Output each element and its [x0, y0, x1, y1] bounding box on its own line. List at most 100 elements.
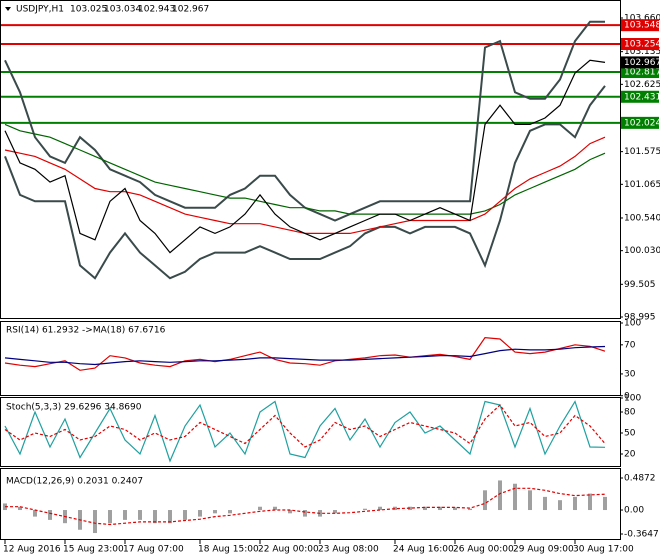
series-line: [4, 123, 606, 215]
histogram-bar: [108, 510, 112, 524]
level-label: 102.024: [624, 118, 660, 128]
histogram-bar: [288, 510, 292, 514]
series-line: [4, 404, 606, 448]
y-tick-label: 20: [624, 450, 636, 460]
y-tick-label: 103.135: [624, 47, 660, 57]
histogram-bar: [528, 490, 532, 511]
level-box: [621, 19, 659, 32]
indicator-header: RSI(14) 61.2932 ->MA(18) 67.6716: [6, 326, 166, 336]
x-tick-label: 30 Aug 17:00: [573, 545, 634, 555]
y-tick-label: 100: [624, 319, 641, 329]
level-box: [621, 90, 659, 103]
histogram-bar: [123, 510, 127, 520]
histogram-bar: [588, 493, 592, 511]
y-tick-label: 98.995: [624, 313, 656, 323]
x-tick-label: 15 Aug 23:00: [63, 545, 124, 555]
price-box: [621, 56, 659, 69]
menu-arrow: [5, 7, 11, 11]
histogram-bar: [468, 508, 472, 511]
y-tick-label: 70: [624, 340, 636, 350]
ohlc-value: 103.025: [70, 5, 107, 15]
y-tick-label: 100.030: [624, 246, 660, 256]
stoch-panel: [0, 397, 621, 467]
histogram-bar: [33, 510, 37, 517]
y-tick-label: 100.540: [624, 213, 660, 223]
histogram-bar: [258, 506, 262, 511]
x-tick-label: 24 Aug 16:00: [393, 545, 454, 555]
rsi-panel: [0, 321, 621, 396]
histogram-bar: [558, 500, 562, 511]
series-line: [4, 336, 606, 371]
y-tick-label: 101.575: [624, 147, 660, 157]
level-label: 102.817: [624, 68, 660, 78]
histogram-bar: [18, 506, 22, 511]
histogram-bar: [423, 506, 427, 511]
y-tick-label: 0.00: [624, 506, 644, 516]
y-tick-label: 102.625: [624, 80, 660, 90]
histogram-bar: [543, 496, 547, 511]
series-line: [4, 59, 606, 254]
y-tick-label: 99.505: [624, 280, 656, 290]
histogram-bar: [273, 506, 277, 511]
histogram-bar: [93, 510, 97, 534]
series-line: [5, 487, 606, 526]
y-tick-label: 50: [624, 429, 636, 439]
histogram-bar: [603, 496, 607, 511]
series-line: [4, 400, 606, 463]
macd-panel: [0, 468, 621, 540]
x-tick-label: 22 Aug 00:00: [258, 545, 319, 555]
main-panel: [0, 0, 621, 319]
histogram-bar: [573, 496, 577, 511]
histogram-bar: [303, 510, 307, 517]
last-price: 102.967: [624, 58, 660, 68]
series-line: [4, 345, 606, 366]
series-line: [4, 136, 606, 234]
y-tick-label: 0.4872: [624, 474, 656, 484]
histogram-bar: [438, 506, 442, 511]
y-tick-label: 0: [624, 391, 630, 401]
ohlc-value: 102.943: [138, 5, 175, 15]
y-tick-label: 80: [624, 408, 636, 418]
histogram-bar: [378, 506, 382, 511]
level-label: 102.431: [624, 92, 660, 102]
level-label: 103.254: [624, 40, 660, 50]
histogram-bar: [48, 510, 52, 520]
indicator-header: MACD(12,26,9) 0.2031 0.2407: [6, 477, 143, 487]
histogram-bar: [498, 480, 502, 511]
y-tick-label: 103.660: [624, 14, 660, 24]
histogram-bar: [168, 510, 172, 524]
level-label: 103.548: [624, 21, 660, 31]
histogram-bar: [153, 510, 157, 524]
x-tick-label: 18 Aug 15:00: [198, 545, 259, 555]
y-tick-label: -0.3647: [624, 530, 659, 540]
level-box: [621, 38, 659, 51]
histogram-bar: [393, 506, 397, 511]
histogram-bar: [138, 510, 142, 520]
histogram-bar: [333, 510, 337, 514]
symbol: USDJPY,H1: [16, 5, 64, 15]
x-tick-label: 17 Aug 07:00: [123, 545, 184, 555]
histogram-bar: [408, 506, 412, 511]
x-tick-label: 26 Aug 00:00: [453, 545, 514, 555]
level-box: [621, 116, 659, 129]
y-tick-label: 100: [624, 394, 641, 404]
series-line: [4, 85, 606, 280]
x-tick-label: 29 Aug 09:00: [513, 545, 574, 555]
indicator-header: Stoch(5,3,3) 29.6296 34.8690: [6, 403, 142, 413]
histogram-bar: [453, 507, 457, 511]
histogram-bar: [483, 490, 487, 511]
histogram-bar: [513, 483, 517, 511]
x-tick-label: 23 Aug 08:00: [318, 545, 379, 555]
y-tick-label: 101.065: [624, 180, 660, 190]
ohlc-value: 102.967: [172, 5, 209, 15]
histogram-bar: [198, 510, 202, 517]
x-tick-label: 12 Aug 2016: [3, 545, 61, 555]
histogram-bar: [183, 510, 187, 520]
ohlc-value: 103.034: [104, 5, 141, 15]
histogram-bar: [363, 508, 367, 511]
level-box: [621, 66, 659, 79]
y-tick-label: 30: [624, 369, 636, 379]
series-line: [4, 20, 605, 222]
histogram-bar: [213, 510, 217, 514]
